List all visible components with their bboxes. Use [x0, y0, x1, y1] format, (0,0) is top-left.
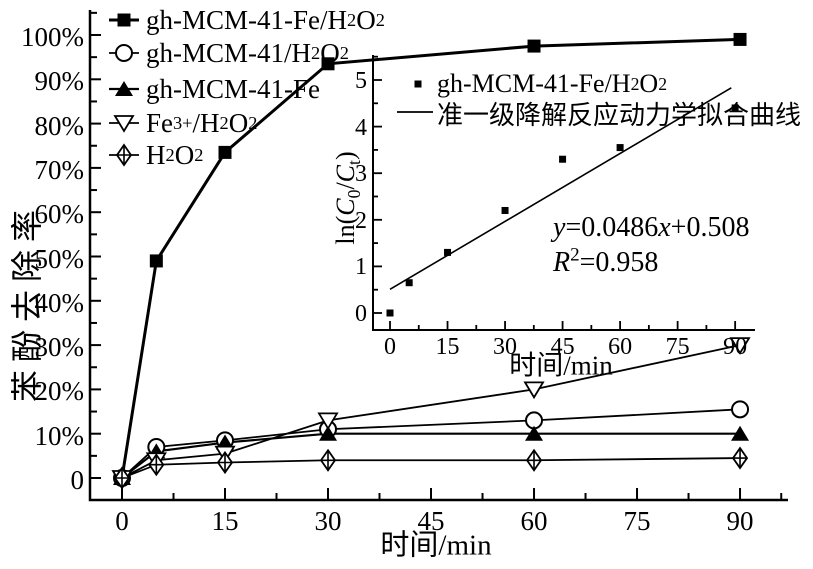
- main-y-tick-label: 50%: [34, 243, 85, 274]
- series-line-Fe3+/H2O2: [121, 344, 741, 479]
- series-marker-gh-MCM-41-Fe/H2O2: [733, 32, 747, 46]
- inset-y-tick-label: 3: [355, 161, 367, 188]
- inset-x-tick-label: 75: [665, 334, 690, 360]
- inset-y-tick-label: 2: [355, 207, 367, 234]
- inset-x-tick-label: 90: [723, 334, 748, 360]
- inset-data-point: [405, 279, 413, 287]
- series-marker-Fe3+/H2O2: [523, 381, 545, 400]
- main-y-tick-label: 70%: [34, 154, 85, 185]
- series-marker-gh-MCM-41-Fe/H2O2: [218, 145, 232, 159]
- inset-data-point: [501, 206, 509, 214]
- inset-y-tick-label: 1: [355, 254, 367, 281]
- inset-legend-marker-points: [414, 80, 422, 88]
- main-x-axis-label: 时间/min: [380, 529, 492, 562]
- inset-data-point: [731, 104, 739, 112]
- inset-x-tick-label: 45: [550, 334, 575, 360]
- main-y-tick-label: 0: [70, 465, 85, 495]
- legend-item-gh-mcm-41-fe-h2o2: gh-MCM-41-Fe/H 2 O 2: [146, 4, 385, 35]
- legend-marker-gh-MCM-41-Fe: [115, 81, 133, 96]
- inset-x-tick-label: 15: [435, 334, 460, 360]
- inset-x-tick-label: 60: [608, 334, 633, 360]
- inset-data-point: [386, 309, 394, 317]
- legend-marker-gh-MCM-41/H2O2: [115, 44, 133, 62]
- inset-data-point: [444, 248, 452, 256]
- main-x-tick-label: 45: [417, 506, 445, 536]
- main-y-tick-label: 20%: [34, 376, 85, 407]
- inset-x-axis-label: 时间/min: [509, 350, 613, 381]
- main-y-tick-label: 60%: [34, 199, 85, 230]
- main-x-tick-label: 15: [211, 506, 239, 536]
- series-marker-Fe3+/H2O2: [729, 337, 751, 355]
- series-marker-H2O2: [149, 454, 164, 475]
- main-x-tick-label: 0: [115, 506, 129, 536]
- series-line-gh-MCM-41-Fe/H2O2: [120, 37, 741, 479]
- inset-y-tick-label: 4: [355, 114, 367, 141]
- main-x-tick-label: 90: [726, 506, 754, 536]
- inset-x-tick-label: 30: [493, 334, 518, 360]
- main-x-tick-label: 60: [520, 506, 548, 536]
- series-marker-H2O2: [115, 468, 129, 488]
- series-marker-gh-MCM-41/H2O2: [731, 400, 750, 419]
- series-marker-H2O2: [321, 450, 336, 471]
- series-marker-gh-MCM-41-Fe/H2O2: [149, 254, 163, 268]
- legend-marker-H2O2: [117, 145, 131, 165]
- series-marker-gh-MCM-41-Fe/H2O2: [321, 57, 335, 71]
- series-marker-gh-MCM-41-Fe/H2O2: [527, 39, 541, 53]
- inset-y-tick-label: 5: [355, 68, 367, 94]
- series-marker-H2O2: [733, 448, 748, 469]
- inset-y-tick-label: 0: [355, 301, 367, 327]
- main-y-tick-label: 10%: [34, 420, 85, 451]
- main-y-tick-label: 30%: [34, 332, 85, 363]
- series-marker-Fe3+/H2O2: [317, 412, 339, 431]
- main-y-tick-label: 90%: [34, 66, 85, 97]
- series-line-gh-MCM-41-Fe: [121, 432, 741, 479]
- series-marker-H2O2: [527, 450, 542, 471]
- main-y-tick-label: 40%: [34, 287, 85, 318]
- inset-legend-item-fit-line: 准一级降解反应动力学拟合曲线: [437, 100, 802, 130]
- main-axes: [88, 10, 788, 502]
- inset-legend-item-points: gh-MCM-41-Fe/H 2 O 2: [437, 69, 668, 98]
- main-x-tick-label: 30: [314, 506, 342, 536]
- series-marker-H2O2: [218, 452, 233, 473]
- fit-equation: y=0.0486x+0.508: [553, 212, 750, 243]
- series-marker-gh-MCM-41-Fe: [319, 425, 338, 441]
- series-line-H2O2: [121, 457, 741, 479]
- fit-r-squared: R2=0.958: [553, 244, 659, 278]
- inset-data-point: [616, 144, 624, 152]
- inset-data-point: [559, 155, 567, 163]
- legend-marker-Fe3+/H2O2: [113, 115, 135, 133]
- inset-axes: [372, 55, 755, 331]
- inset-x-tick-label: 0: [384, 334, 396, 360]
- main-x-tick-label: 75: [623, 506, 651, 536]
- main-y-tick-label: 80%: [34, 110, 85, 141]
- legend-marker-gh-MCM-41-Fe/H2O2: [117, 13, 131, 27]
- legend-item-fe3-h2o2: Fe 3+/H 2 O 2: [146, 107, 258, 138]
- legend-item-gh-mcm-41-h2o2: gh-MCM-41/H 2 O 2: [146, 37, 349, 68]
- series-marker-gh-MCM-41-Fe: [731, 425, 750, 441]
- main-y-tick-label: 100%: [21, 22, 84, 52]
- series-marker-gh-MCM-41-Fe: [525, 425, 544, 441]
- legend-item-gh-mcm-41-fe: gh-MCM-41-Fe: [146, 73, 320, 104]
